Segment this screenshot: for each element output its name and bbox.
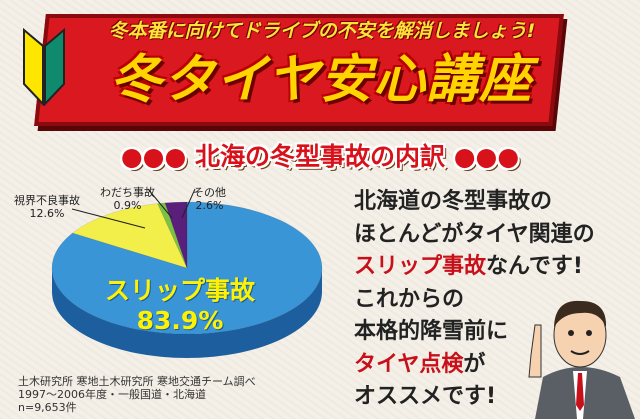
pie-chart bbox=[51, 188, 323, 358]
source-note: 土木研究所 寒地土木研究所 寒地交通チーム調べ 1997〜2006年度・一般国道・… bbox=[18, 375, 256, 414]
businessman-illustration bbox=[528, 300, 635, 419]
leader-line-rut bbox=[147, 188, 173, 219]
leader-line-other bbox=[181, 188, 196, 219]
pie-slice-3 bbox=[164, 201, 188, 269]
message-text: 北海道の冬型事故の ほとんどがタイヤ関連の スリップ事故なんです! これからの … bbox=[354, 189, 595, 409]
chart-heading: ●●● 北海の冬型事故の内訳 ●●● bbox=[120, 142, 520, 171]
leader-line-visibility bbox=[71, 208, 146, 229]
label-visibility: 視界不良事故 12.6% bbox=[14, 194, 80, 220]
pie-slice-0 bbox=[51, 201, 323, 335]
label-rut: わだち事故 0.9% bbox=[100, 186, 155, 212]
banner-title: 冬タイヤ安心講座 bbox=[109, 50, 533, 110]
banner-subtitle: 冬本番に向けてドライブの不安を解消しましょう! bbox=[108, 20, 536, 42]
label-other: その他 2.6% bbox=[193, 186, 226, 212]
pie-side bbox=[52, 268, 322, 358]
label-slip: スリップ事故 83.9% bbox=[105, 276, 256, 335]
beginner-mark-icon bbox=[23, 28, 65, 106]
pie-slice-1 bbox=[72, 203, 188, 269]
pie-slice-2 bbox=[157, 202, 188, 269]
